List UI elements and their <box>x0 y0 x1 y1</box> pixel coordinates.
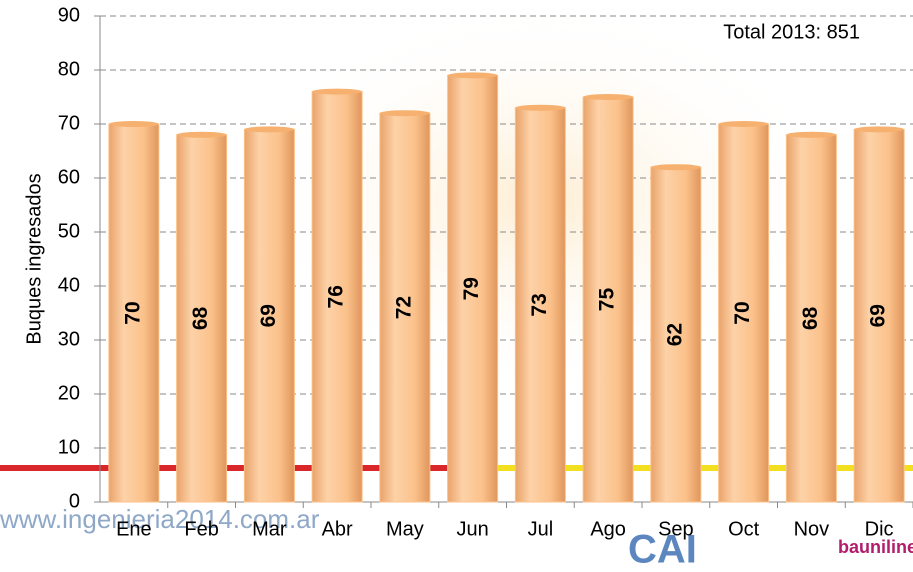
value-label: 79 <box>460 277 483 300</box>
x-tick-label: Sep <box>658 518 694 540</box>
value-label: 72 <box>392 296 415 319</box>
value-label: 70 <box>731 301 754 324</box>
value-label: 76 <box>325 285 348 308</box>
bar-top <box>786 132 836 138</box>
value-label: 73 <box>528 293 551 316</box>
x-tick-label: Jul <box>528 518 554 540</box>
x-tick-label: May <box>386 518 424 540</box>
y-tick-label: 70 <box>58 112 80 134</box>
value-label: 62 <box>663 323 686 346</box>
x-tick-label: Oct <box>728 518 760 540</box>
bar-top <box>448 72 498 78</box>
value-label: 69 <box>257 304 280 327</box>
bar-top <box>244 126 294 132</box>
bar-top <box>515 105 565 111</box>
value-label: 68 <box>189 306 212 330</box>
value-label: 75 <box>596 288 619 312</box>
x-tick-label: Ago <box>590 518 626 540</box>
value-label: 70 <box>121 301 144 324</box>
y-tick-label: 60 <box>58 166 80 188</box>
y-tick-label: 20 <box>58 382 80 404</box>
y-tick-label: 40 <box>58 274 80 296</box>
y-tick-label: 30 <box>58 328 80 350</box>
value-label: 69 <box>867 304 890 327</box>
y-tick-label: 90 <box>58 4 80 26</box>
bar-top <box>854 126 904 132</box>
x-tick-label: Jun <box>457 518 489 540</box>
bar-top <box>109 121 159 127</box>
bar-top <box>380 110 430 116</box>
x-tick-label: Dic <box>865 518 894 540</box>
y-tick-label: 50 <box>58 220 80 242</box>
y-tick-label: 80 <box>58 58 80 80</box>
y-axis-label: Buques ingresados <box>23 173 45 344</box>
bar-top <box>177 132 227 138</box>
y-tick-label: 10 <box>58 436 80 458</box>
y-tick-label: 0 <box>69 490 80 512</box>
bar-top <box>312 89 362 95</box>
x-tick-label: Abr <box>322 518 353 540</box>
chart: Buques ingresados Total 2013: 851 www.in… <box>0 0 913 572</box>
value-label: 68 <box>799 306 822 330</box>
x-tick-label: Feb <box>184 518 218 540</box>
bar-top <box>719 121 769 127</box>
annotation: Total 2013: 851 <box>723 21 860 43</box>
bar-top <box>651 164 701 170</box>
x-tick-label: Mar <box>252 518 287 540</box>
x-tick-label: Ene <box>116 518 152 540</box>
bar-top <box>583 94 633 100</box>
x-tick-label: Nov <box>794 518 830 540</box>
